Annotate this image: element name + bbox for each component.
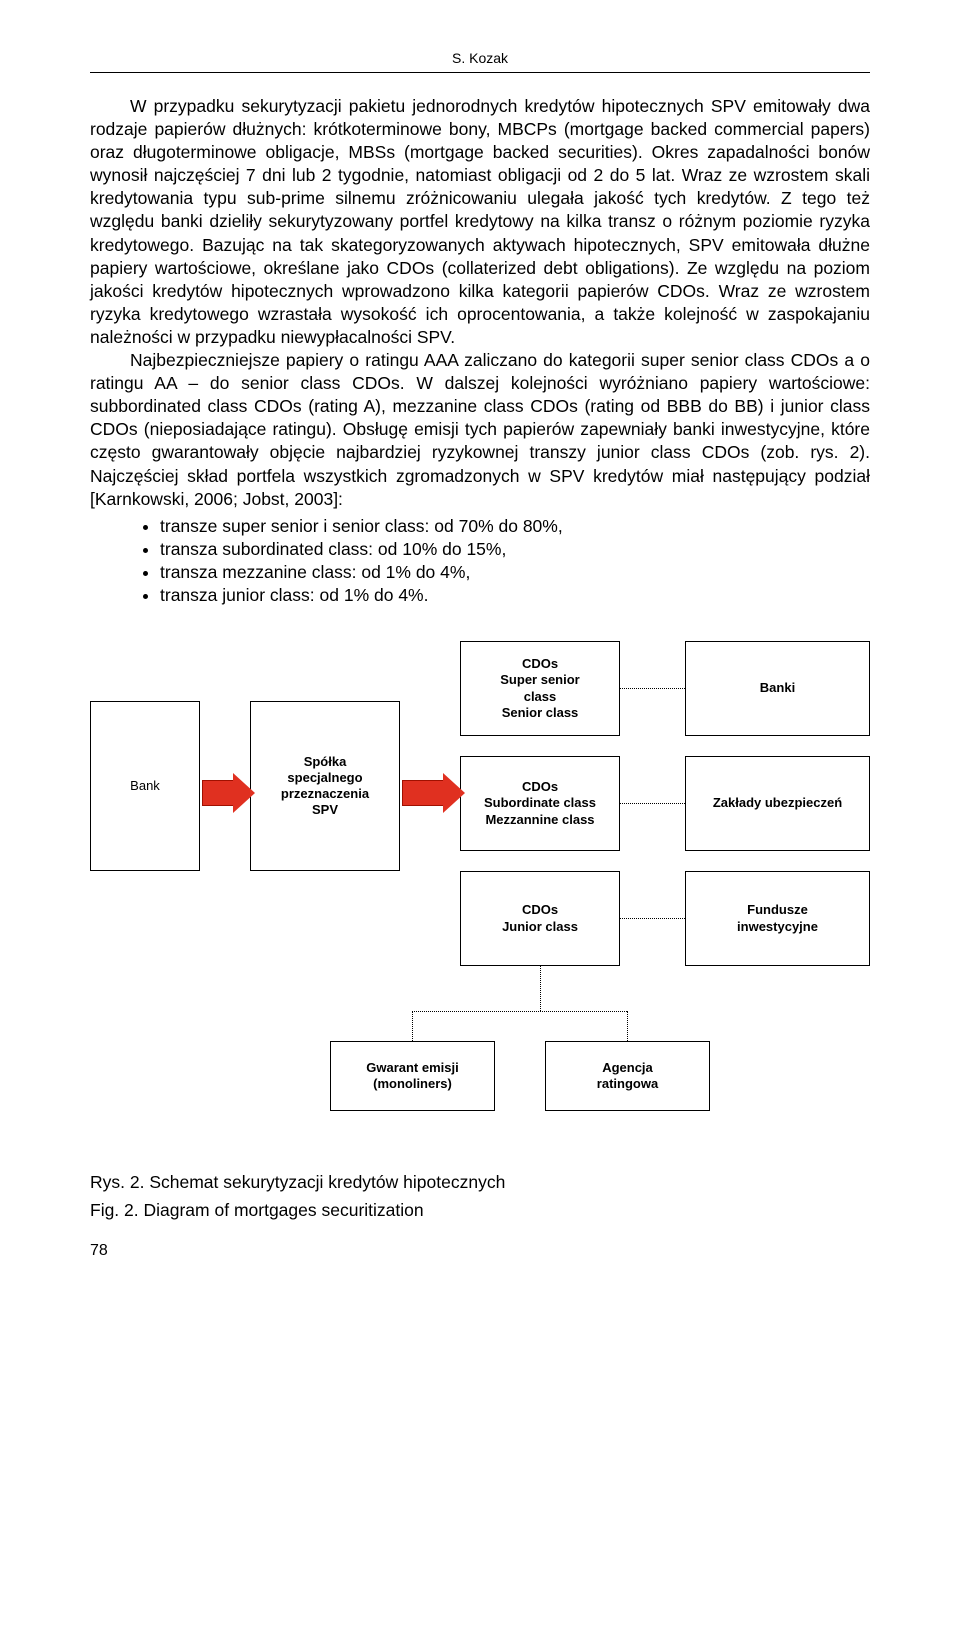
guarantor-line: (monoliners) bbox=[373, 1076, 452, 1092]
cdo-line: Super senior bbox=[500, 672, 579, 688]
figure-caption-pl: Rys. 2. Schemat sekurytyzacji kredytów h… bbox=[90, 1171, 870, 1195]
connector bbox=[627, 1011, 628, 1041]
cdo-line: CDOs bbox=[522, 902, 558, 918]
cdo-senior-box: CDOs Super senior class Senior class bbox=[460, 641, 620, 736]
insurance-box: Zakłady ubezpieczeń bbox=[685, 756, 870, 851]
securitization-diagram: Bank Spółka specjalnego przeznaczenia SP… bbox=[90, 641, 870, 1161]
connector bbox=[620, 688, 685, 689]
bank-label: Bank bbox=[130, 778, 160, 794]
spv-line: SPV bbox=[281, 802, 369, 818]
connector bbox=[620, 803, 685, 804]
cdo-line: CDOs bbox=[522, 656, 558, 672]
cdo-line: Junior class bbox=[502, 919, 578, 935]
agency-box: Agencja ratingowa bbox=[545, 1041, 710, 1111]
cdo-line: Mezzannine class bbox=[485, 812, 594, 828]
cdo-line: Subordinate class bbox=[484, 795, 596, 811]
list-item: transza junior class: od 1% do 4%. bbox=[160, 584, 870, 607]
funds-line: inwestycyjne bbox=[737, 919, 818, 935]
connector bbox=[540, 966, 541, 1011]
funds-box: Fundusze inwestycyjne bbox=[685, 871, 870, 966]
connector bbox=[412, 1011, 413, 1041]
agency-line: Agencja bbox=[602, 1060, 653, 1076]
cdo-line: class bbox=[524, 689, 557, 705]
header-rule bbox=[90, 72, 870, 73]
list-item: transza subordinated class: od 10% do 15… bbox=[160, 538, 870, 561]
body-text: W przypadku sekurytyzacji pakietu jednor… bbox=[90, 95, 870, 511]
insurance-label: Zakłady ubezpieczeń bbox=[713, 795, 842, 811]
banks-label: Banki bbox=[760, 680, 795, 696]
arrow-bank-to-spv bbox=[202, 773, 255, 813]
spv-line: przeznaczenia bbox=[281, 786, 369, 802]
cdo-subordinate-box: CDOs Subordinate class Mezzannine class bbox=[460, 756, 620, 851]
paragraph-2: Najbezpieczniejsze papiery o ratingu AAA… bbox=[90, 349, 870, 511]
list-item: transze super senior i senior class: od … bbox=[160, 515, 870, 538]
cdo-line: CDOs bbox=[522, 779, 558, 795]
funds-line: Fundusze bbox=[747, 902, 808, 918]
connector bbox=[412, 1011, 627, 1012]
agency-line: ratingowa bbox=[597, 1076, 658, 1092]
arrow-spv-to-cdo bbox=[402, 773, 465, 813]
guarantor-line: Gwarant emisji bbox=[366, 1060, 458, 1076]
tranche-list: transze super senior i senior class: od … bbox=[90, 515, 870, 607]
guarantor-box: Gwarant emisji (monoliners) bbox=[330, 1041, 495, 1111]
banks-box: Banki bbox=[685, 641, 870, 736]
running-head: S. Kozak bbox=[90, 50, 870, 66]
connector bbox=[620, 918, 685, 919]
list-item: transza mezzanine class: od 1% do 4%, bbox=[160, 561, 870, 584]
page-number: 78 bbox=[90, 1242, 870, 1260]
cdo-line: Senior class bbox=[502, 705, 579, 721]
spv-box: Spółka specjalnego przeznaczenia SPV bbox=[250, 701, 400, 871]
paragraph-1: W przypadku sekurytyzacji pakietu jednor… bbox=[90, 95, 870, 349]
spv-line: Spółka bbox=[281, 754, 369, 770]
figure-caption-en: Fig. 2. Diagram of mortgages securitizat… bbox=[90, 1199, 870, 1223]
bank-box: Bank bbox=[90, 701, 200, 871]
spv-line: specjalnego bbox=[281, 770, 369, 786]
cdo-junior-box: CDOs Junior class bbox=[460, 871, 620, 966]
